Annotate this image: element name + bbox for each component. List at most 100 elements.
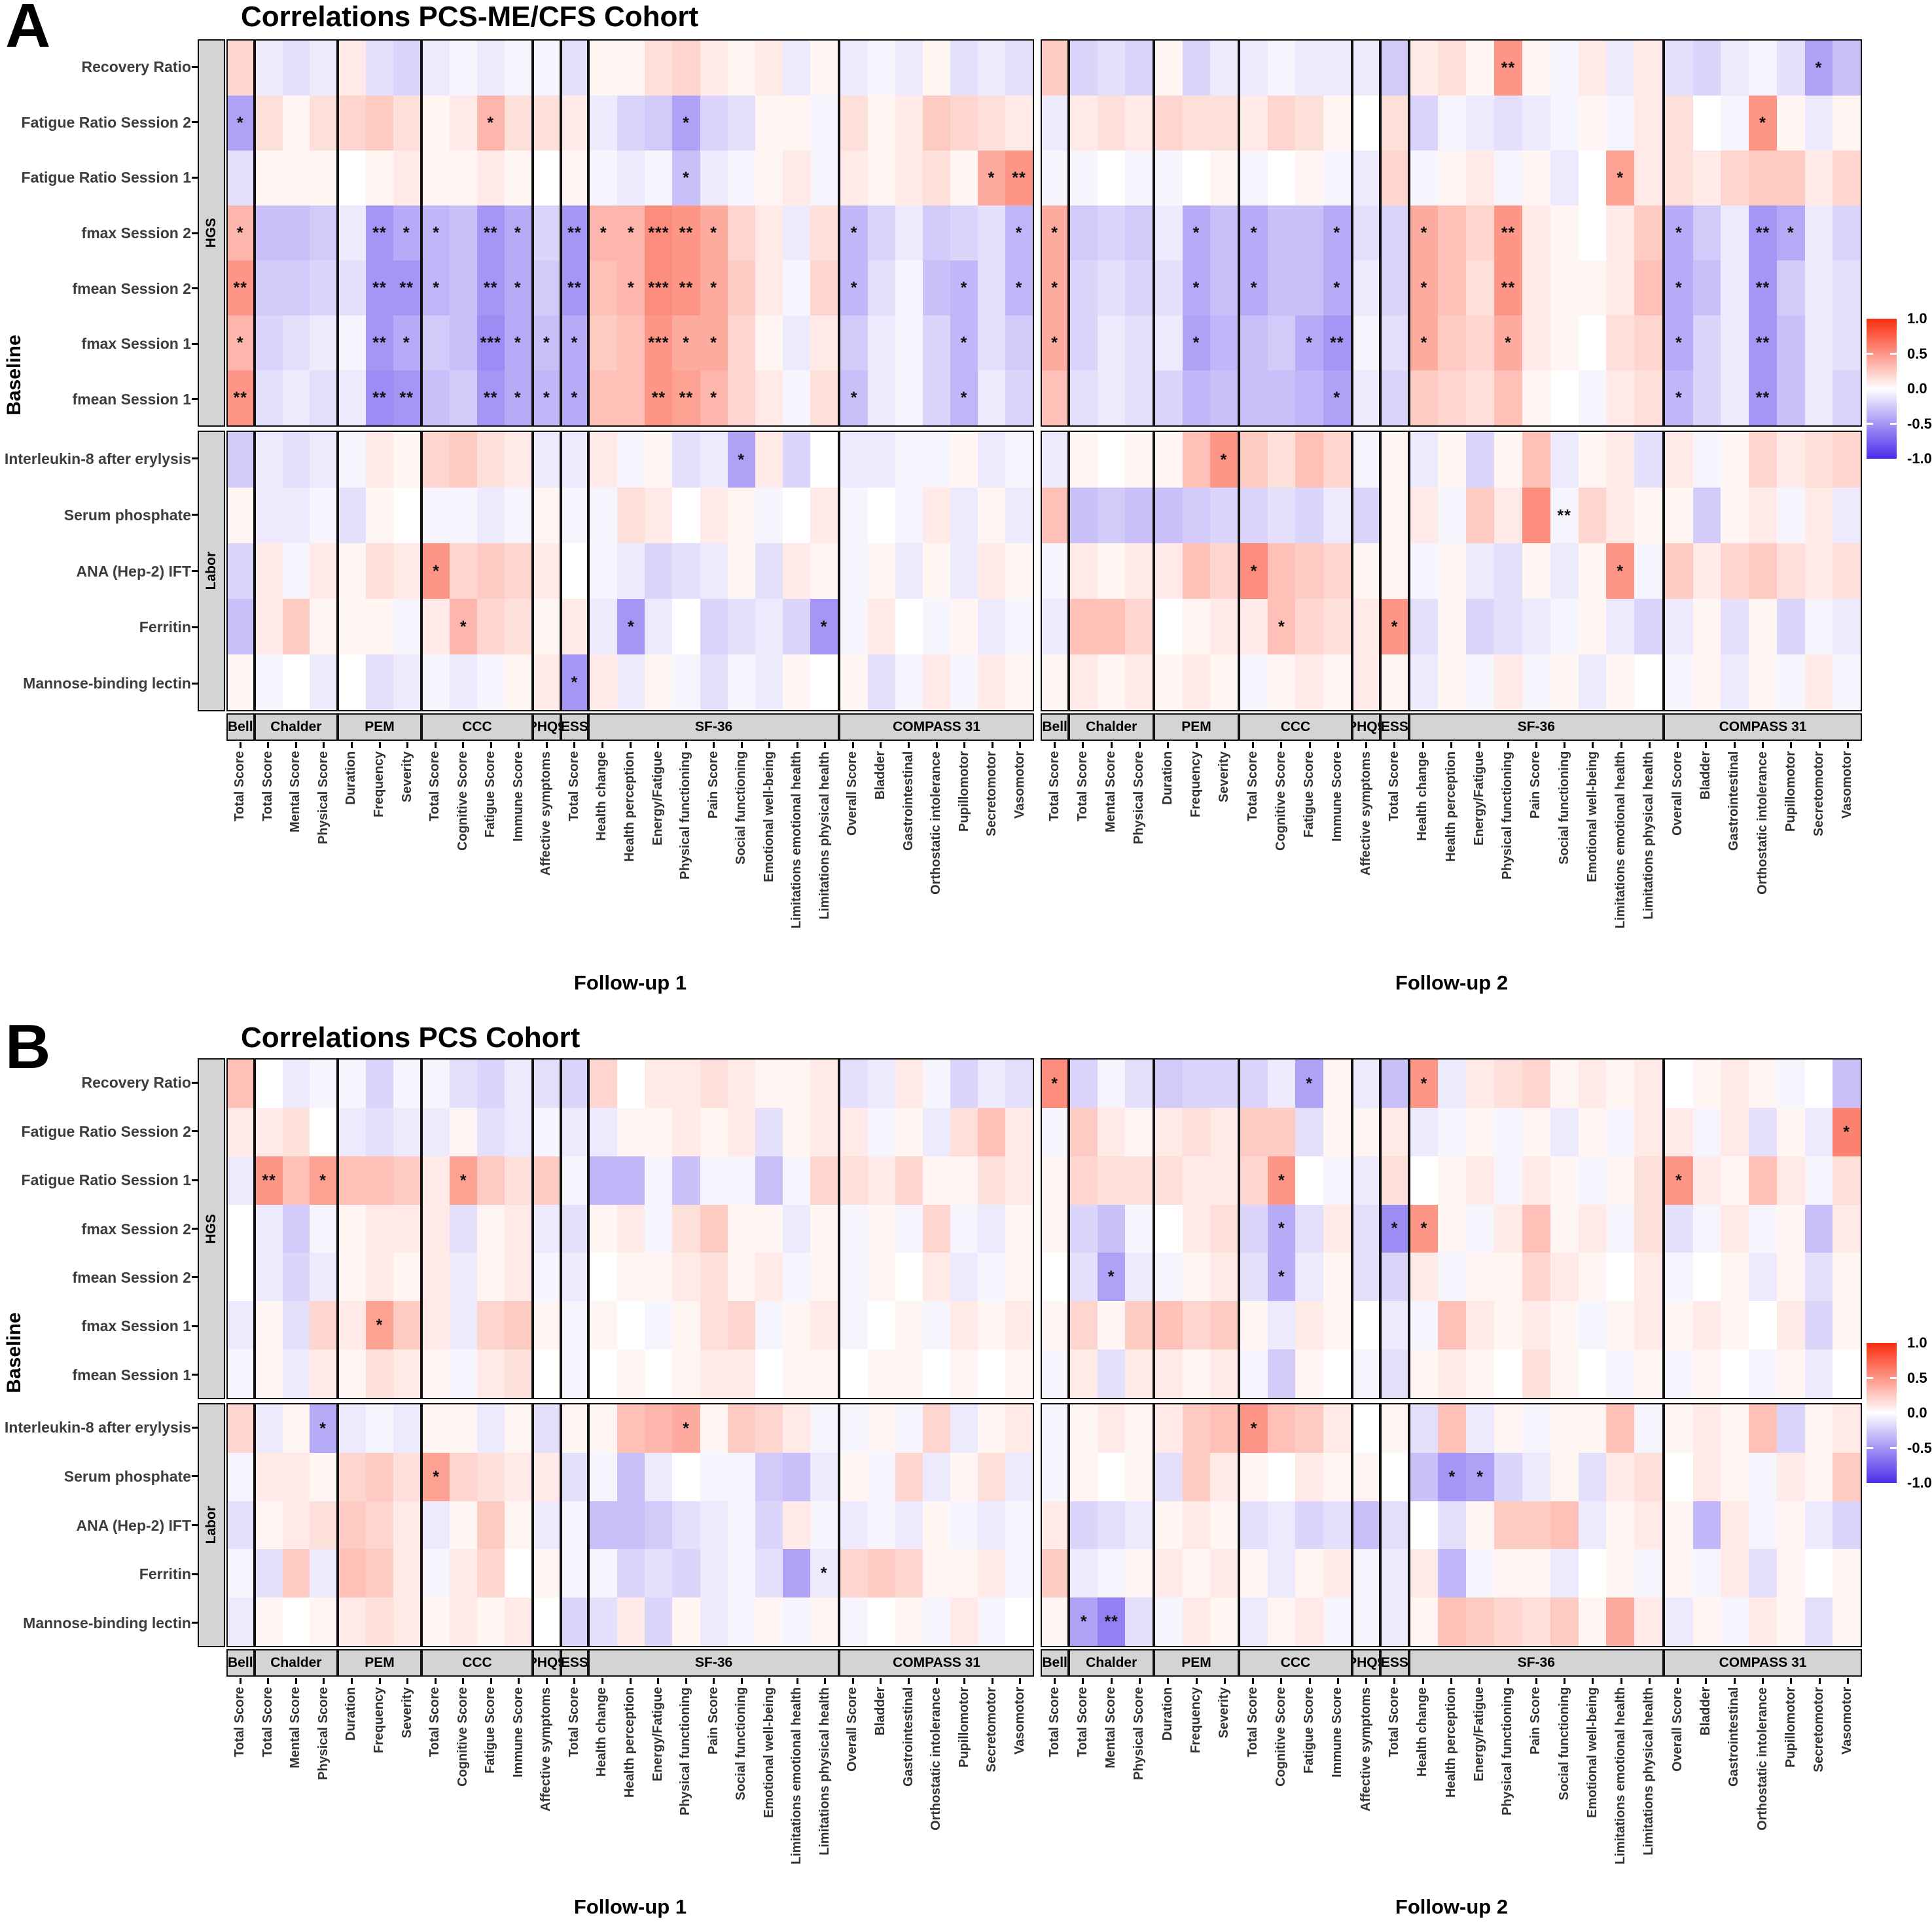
heatmap-cell [422,1204,450,1253]
heatmap-cell [366,151,393,205]
heatmap-cell [1721,151,1749,205]
heatmap-cell [1804,1349,1833,1398]
col-group-strip-chalder: Chalder [1069,1649,1154,1677]
heatmap-cell: * [1438,1452,1467,1501]
heatmap-cell [1155,1349,1183,1398]
heatmap-cell [1522,432,1550,488]
heatmap-cell [1522,1597,1550,1646]
heatmap-cell [1550,1549,1579,1598]
heatmap-cell [782,543,811,599]
heatmap-cell [1268,654,1296,710]
heatmap-cell [1522,96,1550,151]
heatmap-cell [1438,151,1467,205]
heatmap-cell [1494,1549,1522,1598]
heatmap-cell [590,1253,618,1302]
heatmap-cell [1098,260,1126,315]
heatmap-cell [1240,599,1268,654]
heatmap-cell: * [1005,205,1033,260]
heatmap-cell [1606,1597,1635,1646]
row-tick [192,1130,198,1133]
col-tick [1365,1678,1368,1684]
col-label: Overall Score [1670,1687,1685,1772]
heatmap-cell [923,315,951,370]
heatmap-cell [1155,370,1183,425]
heatmap-cell [1665,1349,1693,1398]
heatmap-cell [366,1404,393,1453]
heatmap-block [1352,431,1381,711]
heatmap-cell [504,1452,532,1501]
heatmap-cell [1268,1549,1296,1598]
heatmap-cell [450,1404,477,1453]
heatmap-cell [700,1349,728,1398]
heatmap-cell [1240,1349,1268,1398]
heatmap-cell [978,1549,1005,1598]
heatmap-cell [590,654,618,710]
heatmap-cell [923,260,951,315]
col-tick [824,742,827,748]
heatmap-cell [476,41,505,96]
col-tick [1450,1678,1452,1684]
heatmap-cell [978,1204,1005,1253]
heatmap-cell [422,1253,450,1302]
heatmap-cell [727,1204,755,1253]
heatmap-cell [1155,488,1183,543]
heatmap-cell [1692,654,1721,710]
heatmap-cell [1353,1452,1380,1501]
heatmap-cell [1550,41,1579,96]
col-group-strip-sf-36: SF-36 [1408,713,1664,741]
heatmap-cell [755,1107,783,1156]
heatmap-cell [590,1597,618,1646]
panel-a-y-axis-title: Baseline [3,334,25,416]
heatmap-cell: * [700,315,728,370]
heatmap-cell [923,599,951,654]
col-tick [1110,1678,1113,1684]
col-tick [239,742,241,748]
row-label: fmean Session 1 [72,390,191,408]
heatmap-cell [978,654,1005,710]
heatmap-cell [810,205,838,260]
row-tick [192,1081,198,1084]
heatmap-cell [1295,260,1323,315]
heatmap-cell [450,96,477,151]
heatmap-cell [1692,432,1721,488]
heatmap-cell [1125,1253,1153,1302]
heatmap-cell [255,96,283,151]
heatmap-cell: ** [1005,151,1033,205]
panel-b-y-axis-title: Baseline [3,1312,25,1393]
heatmap-cell [810,1597,838,1646]
heatmap-cell [339,1501,367,1550]
heatmap-cell [923,1501,951,1550]
col-group-strip-label: PHQ9 [534,1655,560,1670]
heatmap-cell [1721,1107,1749,1156]
heatmap-cell [1353,1549,1380,1598]
heatmap-cell [1665,1060,1693,1108]
col-label: Total Score [427,1687,442,1758]
heatmap-cell [1494,1597,1522,1646]
heatmap-cell: * [1606,543,1635,599]
col-tick [518,742,520,748]
heatmap-cell [1634,432,1663,488]
heatmap-cell [700,1404,728,1453]
heatmap-cell [978,370,1005,425]
heatmap-cell [1295,96,1323,151]
col-tick [713,742,715,748]
heatmap-cell [645,1549,673,1598]
heatmap-cell [727,1404,755,1453]
col-tick [1846,1678,1849,1684]
col-label: Energy/Fatigue [1471,751,1486,846]
heatmap-cell [895,41,923,96]
heatmap-cell [782,1404,811,1453]
heatmap-cell [476,1107,505,1156]
heatmap-cell [366,1349,393,1398]
heatmap-cell [1634,1301,1663,1350]
heatmap-cell [422,1156,450,1205]
heatmap-block: * * * * *** ** * * *** ** * *** * * ** ** * [588,39,840,427]
heatmap-cell [1550,1107,1579,1156]
heatmap-cell [450,1204,477,1253]
heatmap-cell [1410,1597,1439,1646]
heatmap-cell [1466,1060,1495,1108]
heatmap-cell [255,1404,283,1453]
heatmap-cell: ** [393,370,420,425]
heatmap-cell [1125,1204,1153,1253]
